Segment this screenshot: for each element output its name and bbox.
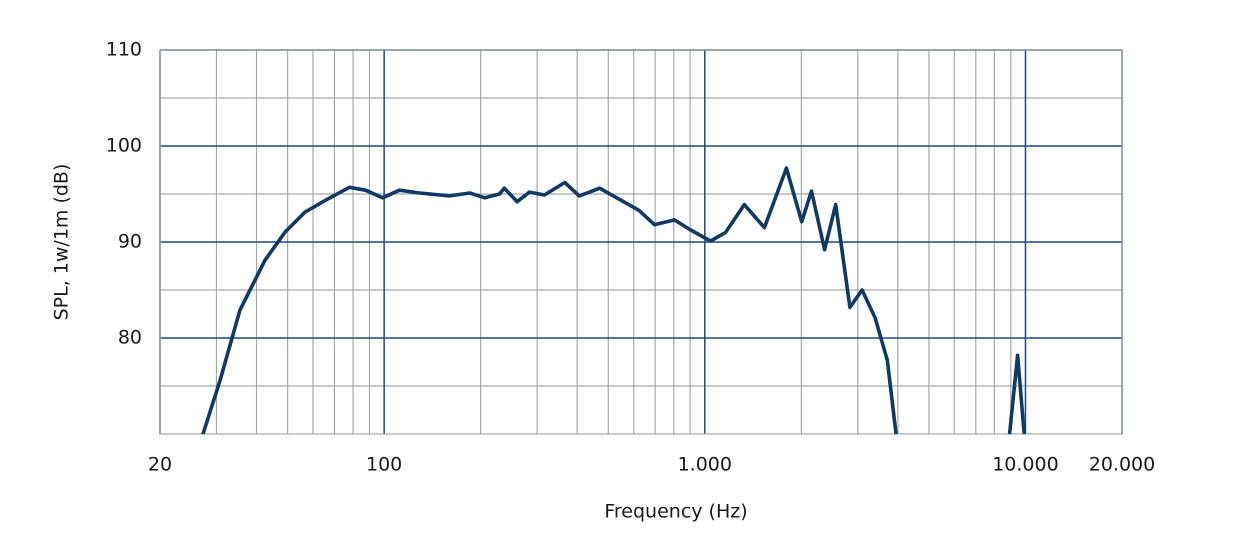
x-tick-label: 20 [148, 454, 172, 476]
y-tick-label: 80 [118, 327, 142, 349]
y-axis-label: SPL, 1w/1m (dB) [51, 164, 73, 321]
y-tick-label: 100 [106, 135, 142, 157]
x-tick-label: 100 [366, 454, 402, 476]
y-tick-label: 90 [118, 231, 142, 253]
plot-frame [159, 49, 1123, 435]
y-tick-label: 110 [106, 39, 142, 61]
x-tick-label: 20.000 [1089, 454, 1155, 476]
x-tick-label: 10.000 [992, 454, 1058, 476]
x-axis-label: Frequency (Hz) [604, 501, 747, 523]
response-line [201, 166, 1026, 434]
x-tick-label: 1.000 [678, 454, 732, 476]
